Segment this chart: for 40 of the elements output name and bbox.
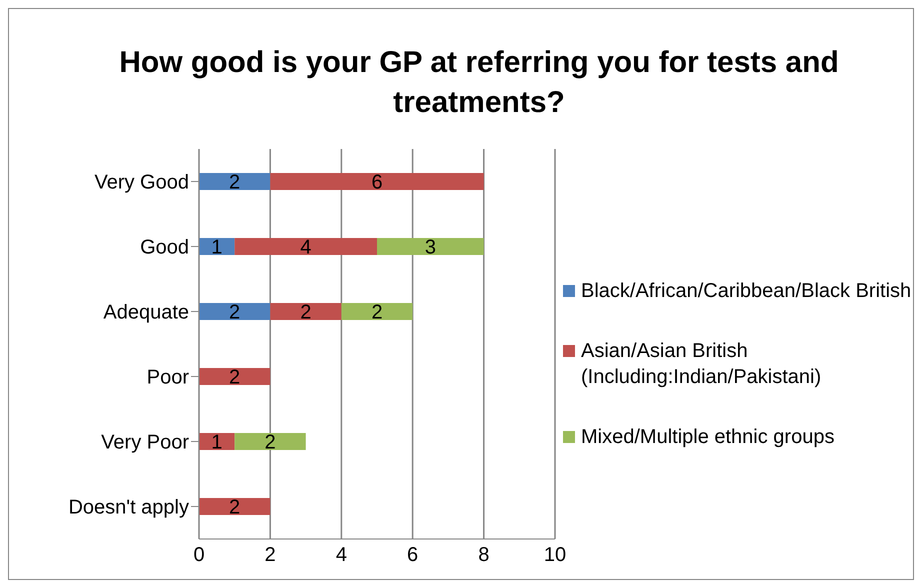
data-label: 2: [229, 172, 240, 194]
y-tick-label: Good: [140, 236, 189, 259]
bar: [234, 238, 377, 256]
bar: [199, 303, 270, 320]
data-label: 2: [229, 366, 240, 389]
data-label: 6: [371, 172, 383, 194]
bar: [377, 238, 484, 256]
x-tick-label: 10: [544, 544, 566, 566]
legend-label: Black/African/Caribbean/Black British: [581, 279, 912, 304]
chart-title: How good is your GP at referring you for tests and treatments?: [118, 45, 840, 121]
data-label: 1: [211, 236, 222, 259]
y-tick-label: Very Good: [94, 172, 189, 194]
y-tick-label: Very Poor: [101, 432, 190, 454]
x-tick-label: 8: [478, 544, 490, 566]
bar: [270, 173, 484, 190]
bar: [199, 433, 235, 450]
bar: [199, 238, 235, 256]
y-tick-label: Adequate: [103, 302, 189, 324]
x-tick-label: 0: [193, 544, 205, 566]
bar: [199, 173, 270, 190]
data-label: 2: [371, 302, 383, 324]
bar: [199, 368, 270, 386]
data-label: 2: [264, 432, 276, 454]
data-label: 2: [229, 496, 240, 519]
bar: [199, 498, 270, 516]
y-tick-label: Doesn't apply: [68, 496, 189, 519]
y-tick-label: Poor: [146, 366, 190, 389]
data-label: 3: [424, 236, 436, 259]
legend-label: Mixed/Multiple ethnic groups: [581, 425, 834, 450]
legend-label: Asian/Asian British (Including:Indian/Pakistani): [581, 339, 822, 390]
data-label: 2: [229, 302, 240, 324]
x-tick-label: 2: [264, 544, 276, 566]
data-label: 2: [300, 302, 312, 324]
data-label: 1: [211, 432, 222, 454]
bar: [234, 433, 306, 450]
data-label: 4: [300, 236, 312, 259]
x-tick-label: 4: [336, 544, 347, 566]
bar: [341, 303, 413, 320]
x-tick-label: 6: [407, 544, 418, 566]
bar: [270, 303, 342, 320]
